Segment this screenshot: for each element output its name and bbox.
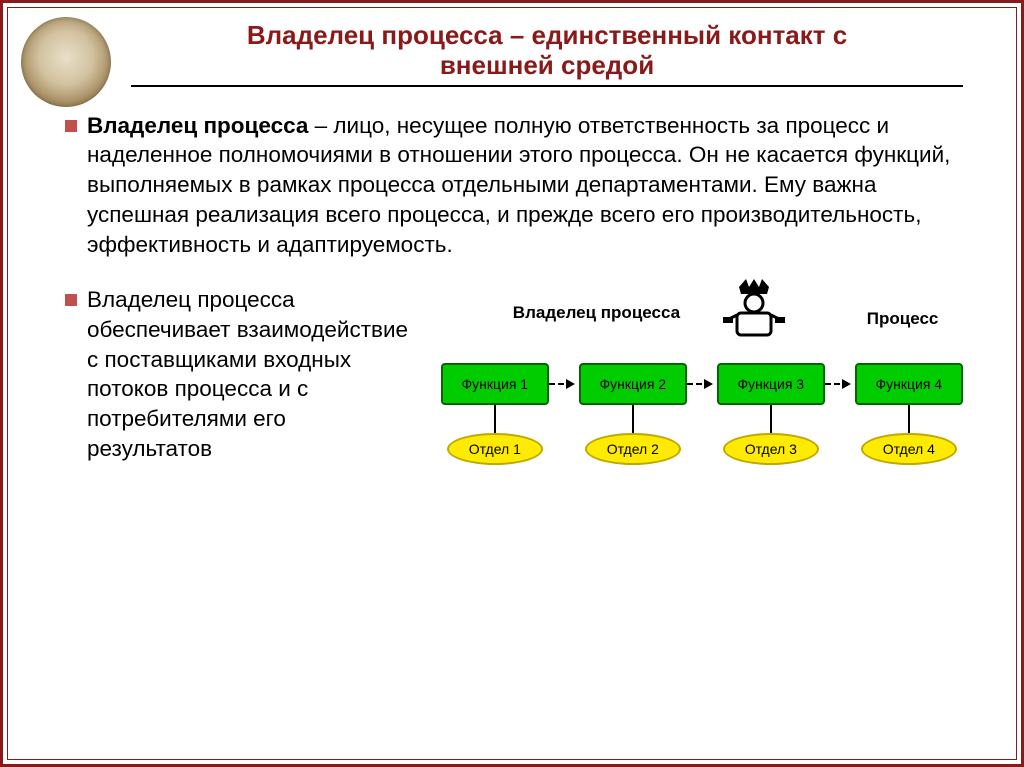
function-label: Функция 4 <box>875 376 942 392</box>
department-label: Отдел 1 <box>469 441 521 457</box>
function-box: Функция 2 <box>579 363 687 405</box>
connector-line <box>770 405 772 433</box>
process-label: Процесс <box>867 309 939 329</box>
flow-arrow-icon <box>825 383 849 385</box>
title-line1: Владелец процесса – единственный контакт… <box>247 20 847 50</box>
connector-line <box>632 405 634 433</box>
department-label: Отдел 2 <box>607 441 659 457</box>
department-ellipse: Отдел 3 <box>723 433 819 465</box>
function-box: Функция 4 <box>855 363 963 405</box>
department-label: Отдел 3 <box>745 441 797 457</box>
owner-label: Владелец процесса <box>513 303 680 323</box>
department-label: Отдел 4 <box>883 441 935 457</box>
title-line2: внешней средой <box>440 50 654 80</box>
department-ellipse: Отдел 2 <box>585 433 681 465</box>
department-ellipse: Отдел 1 <box>447 433 543 465</box>
flow-arrow-icon <box>549 383 573 385</box>
department-ellipse: Отдел 4 <box>861 433 957 465</box>
owner-king-icon <box>719 279 789 339</box>
flow-arrow-icon <box>687 383 711 385</box>
process-diagram: Владелец процесса Процесс Функция 1 Функ… <box>441 285 975 545</box>
function-label: Функция 2 <box>599 376 666 392</box>
slide-header: Владелец процесса – единственный контакт… <box>21 15 1003 95</box>
function-label: Функция 1 <box>461 376 528 392</box>
function-box: Функция 3 <box>717 363 825 405</box>
connector-line <box>494 405 496 433</box>
slide-title: Владелец процесса – единственный контакт… <box>131 21 963 81</box>
function-label: Функция 3 <box>737 376 804 392</box>
title-underline <box>131 85 963 87</box>
connector-line <box>908 405 910 433</box>
function-box: Функция 1 <box>441 363 549 405</box>
